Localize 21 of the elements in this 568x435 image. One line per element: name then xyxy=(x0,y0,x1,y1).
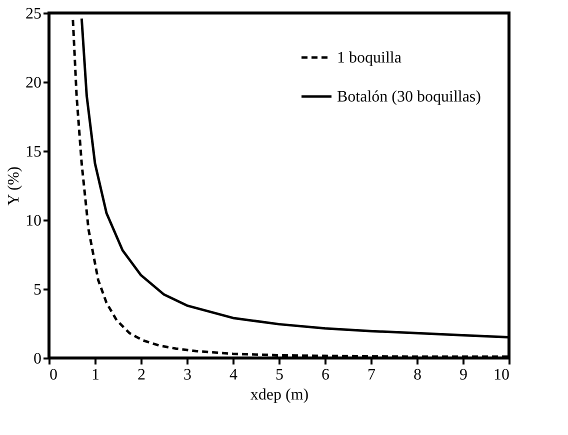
x-tick-label: 3 xyxy=(184,366,192,384)
x-tick-label: 7 xyxy=(368,366,376,384)
legend-label: 1 boquilla xyxy=(337,50,402,66)
y-tick-label: 10 xyxy=(26,212,42,230)
y-tick-label: 0 xyxy=(34,350,42,368)
x-tick-label: 4 xyxy=(230,366,238,384)
x-tick-label: 5 xyxy=(276,366,284,384)
y-tick-label: 20 xyxy=(26,74,42,92)
x-axis-title: xdep (m) xyxy=(250,386,309,404)
x-tick-label: 9 xyxy=(460,366,468,384)
y-axis-title: Y (%) xyxy=(6,166,22,206)
y-tick-label: 25 xyxy=(26,6,42,22)
y-tick-label: 5 xyxy=(34,282,42,298)
x-tick-label: 2 xyxy=(138,366,146,384)
x-tick-label: 8 xyxy=(414,366,422,384)
x-tick-label: 6 xyxy=(322,366,330,384)
x-tick-label: 0 xyxy=(50,366,58,384)
y-tick-label: 15 xyxy=(26,144,42,160)
x-tick-label: 10 xyxy=(494,366,510,384)
legend-label: Botalón (30 boquillas) xyxy=(337,88,481,106)
x-tick-label: 1 xyxy=(92,366,100,384)
